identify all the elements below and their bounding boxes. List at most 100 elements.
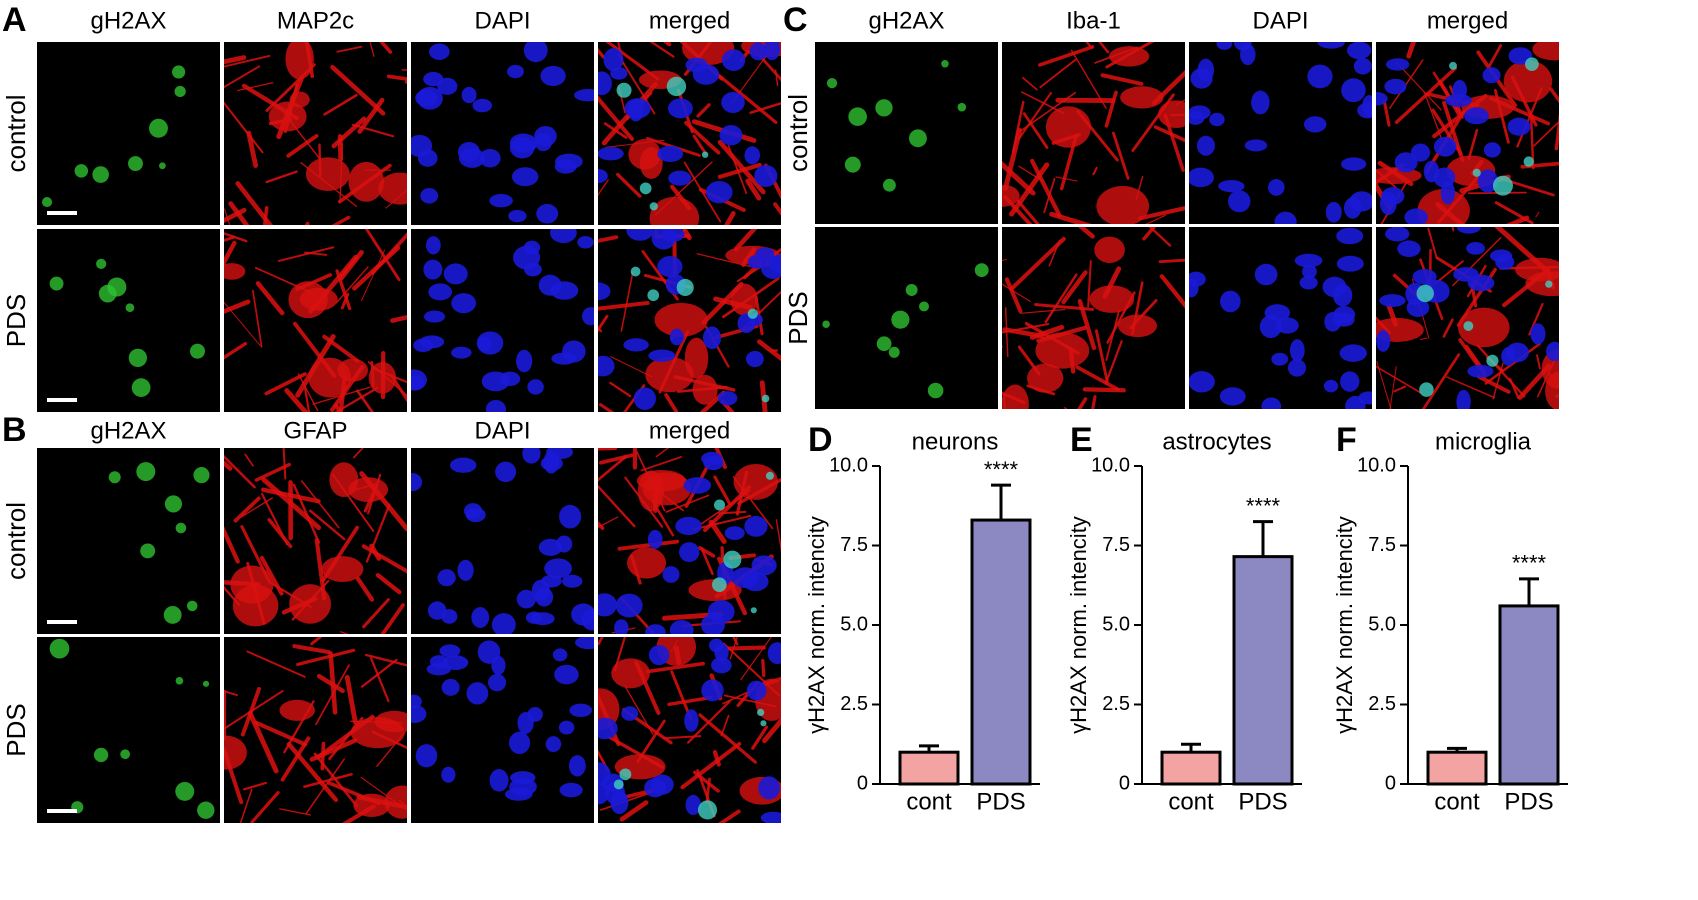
- red-soma: [268, 101, 307, 132]
- y-tick-label: 10.0: [1091, 454, 1130, 476]
- nucleus: [1218, 180, 1245, 193]
- bar: [1426, 750, 1488, 786]
- red-soma: [1515, 257, 1559, 282]
- micrograph: [37, 637, 220, 823]
- foci: [974, 263, 989, 278]
- image-content: [598, 229, 781, 412]
- red-fiber: [224, 101, 264, 154]
- column-header: merged: [649, 417, 730, 444]
- micrograph: [37, 229, 220, 412]
- micrograph: [598, 42, 781, 225]
- red-fiber: [264, 372, 307, 396]
- red-fiber: [1395, 61, 1442, 111]
- foci: [649, 202, 658, 211]
- micrograph: [1189, 227, 1372, 409]
- foci: [957, 102, 967, 112]
- red-fiber: [1003, 195, 1033, 224]
- foci: [905, 284, 918, 296]
- foci: [826, 77, 838, 89]
- red-fiber: [717, 809, 741, 823]
- y-tick-label: 5.0: [840, 613, 868, 635]
- nucleus: [568, 755, 586, 777]
- red-fiber: [1427, 227, 1438, 260]
- nucleus: [516, 589, 537, 609]
- foci: [747, 308, 758, 319]
- red-fiber: [1004, 277, 1023, 314]
- panel-letter: B: [2, 411, 27, 449]
- red-fiber: [1104, 90, 1118, 128]
- red-fiber: [1077, 227, 1095, 239]
- red-fiber: [323, 93, 358, 116]
- red-fiber: [1423, 92, 1443, 140]
- red-fiber: [244, 453, 254, 467]
- foci: [616, 82, 632, 98]
- nucleus: [522, 448, 541, 464]
- chart-title: neurons: [912, 428, 999, 455]
- nucleus: [746, 680, 767, 701]
- foci: [163, 605, 182, 624]
- nucleus: [428, 43, 450, 60]
- foci: [630, 266, 641, 277]
- nucleus: [714, 643, 729, 663]
- nucleus: [598, 717, 618, 740]
- y-tick-label: 2.5: [1102, 693, 1130, 715]
- red-fiber: [224, 525, 240, 564]
- red-fiber: [1092, 166, 1098, 176]
- red-fiber: [1002, 327, 1045, 339]
- red-fiber: [355, 576, 375, 602]
- y-axis-label: γH2AX norm. intencity: [1066, 516, 1091, 734]
- red-fiber: [255, 281, 285, 316]
- red-fiber: [334, 386, 379, 412]
- nucleus: [683, 477, 712, 494]
- red-fiber: [1535, 211, 1540, 218]
- red-fiber: [254, 720, 308, 747]
- nucleus: [751, 555, 777, 576]
- red-fiber: [682, 229, 692, 241]
- image-background: [37, 229, 220, 412]
- red-fiber: [720, 399, 735, 412]
- red-fiber: [330, 64, 386, 116]
- nucleus: [569, 703, 593, 718]
- red-fiber: [708, 519, 727, 544]
- red-fiber: [693, 514, 752, 531]
- foci: [1525, 57, 1539, 72]
- red-fiber: [250, 791, 280, 823]
- nucleus: [411, 473, 423, 492]
- foci: [848, 107, 867, 126]
- red-fiber: [598, 455, 628, 482]
- foci: [888, 346, 900, 358]
- red-soma: [305, 157, 350, 191]
- red-fiber: [696, 103, 711, 118]
- red-soma: [348, 477, 389, 503]
- nucleus: [439, 644, 461, 658]
- red-soma: [232, 584, 279, 627]
- nucleus: [1336, 227, 1364, 245]
- nucleus: [657, 145, 684, 162]
- nucleus: [1346, 42, 1372, 60]
- image-content: [1189, 227, 1372, 409]
- micrograph: [224, 229, 407, 412]
- red-soma: [350, 717, 405, 749]
- red-fiber: [1420, 337, 1428, 341]
- foci: [882, 178, 896, 192]
- nucleus: [555, 153, 583, 170]
- red-fiber: [262, 206, 269, 225]
- nucleus: [1385, 58, 1410, 71]
- column-header: gH2AX: [90, 417, 166, 444]
- red-soma: [1120, 86, 1164, 109]
- x-tick-label: cont: [1434, 788, 1480, 815]
- image-content: [49, 258, 205, 398]
- nucleus: [669, 620, 694, 634]
- nucleus: [1477, 169, 1498, 193]
- red-fiber: [284, 388, 309, 412]
- red-fiber: [1382, 99, 1391, 127]
- red-soma: [321, 556, 364, 582]
- red-fiber: [1505, 215, 1530, 224]
- red-soma: [1089, 285, 1135, 313]
- nucleus: [1343, 197, 1362, 219]
- nucleus: [413, 338, 434, 353]
- red-soma: [1532, 42, 1559, 61]
- red-fiber: [1016, 199, 1040, 224]
- nucleus: [767, 642, 781, 665]
- nucleus: [420, 187, 439, 204]
